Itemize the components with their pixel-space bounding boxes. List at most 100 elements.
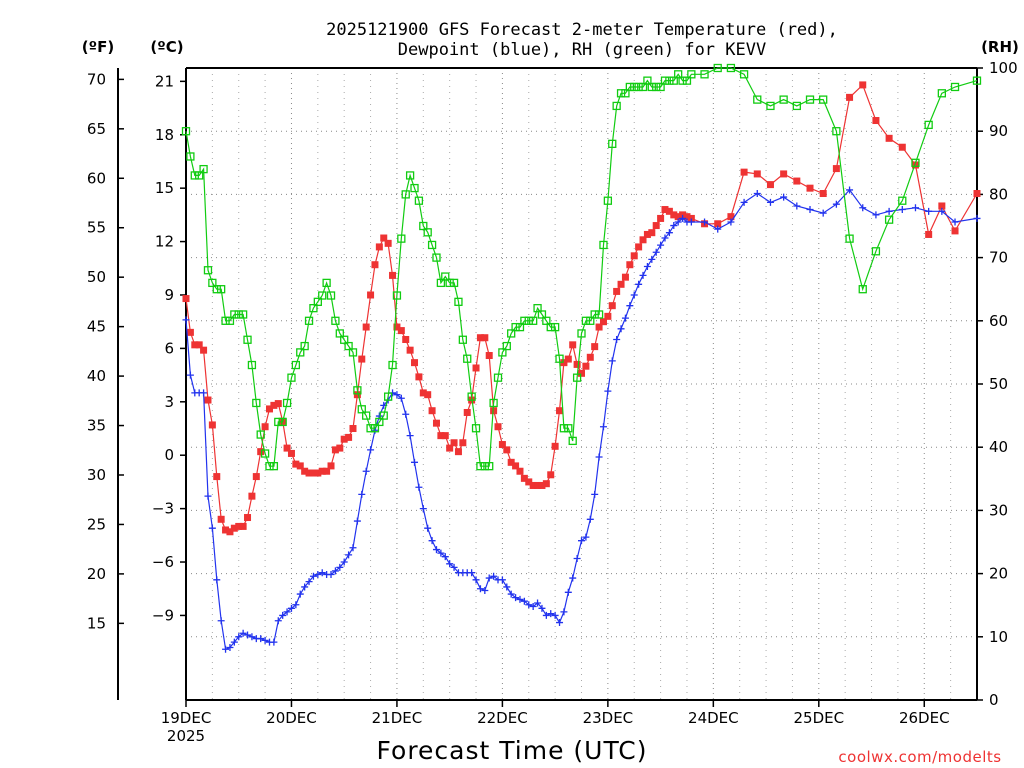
celsius-tick-label: 21 (155, 72, 174, 90)
rh-point (739, 70, 749, 79)
rh-point (682, 76, 692, 85)
temperature-point (613, 287, 621, 295)
dewpoint-point (529, 603, 537, 611)
celsius-tick-label: −6 (152, 553, 174, 571)
rh-point (186, 152, 195, 161)
fahrenheit-tick-label: 30 (87, 466, 106, 484)
temperature-point (287, 449, 295, 457)
temperature-point (512, 462, 520, 470)
temperature-point (314, 469, 322, 477)
rh-point (511, 322, 520, 332)
temperature-point (446, 444, 454, 452)
dewpoint-point (353, 517, 361, 525)
temperature-point (595, 323, 603, 331)
rh-point (383, 392, 393, 401)
dewpoint-point (468, 569, 476, 577)
dewpoint-point (424, 524, 432, 532)
dewpoint-line (185, 188, 978, 651)
temperature-point (639, 236, 647, 244)
rh-point (199, 164, 208, 174)
rh-point (212, 285, 221, 294)
x-tick-label: 21DEC (372, 709, 423, 727)
dewpoint-point (503, 583, 511, 591)
temperature-point (393, 323, 401, 331)
x-tick-label: 22DEC (477, 709, 528, 727)
temperature-point (380, 234, 388, 242)
dewpoint-point (441, 553, 449, 561)
dewpoint-point (608, 357, 616, 365)
temperature-point (345, 433, 353, 441)
rh-tick-label: 80 (989, 185, 1008, 203)
temperature-point (283, 444, 291, 452)
temperature-point (411, 359, 419, 367)
rh-point (845, 234, 854, 243)
rh-point (568, 436, 577, 446)
rh-series (181, 63, 982, 471)
temperature-point (661, 206, 669, 214)
rh-point (414, 196, 424, 205)
dewpoint-point (547, 610, 555, 618)
rh-point (287, 373, 296, 382)
temperature-point (296, 462, 304, 470)
x-tick-sublabel: 2025 (167, 727, 205, 745)
rh-point (217, 285, 226, 294)
dewpoint-point (230, 638, 238, 646)
dewpoint-point (283, 608, 291, 616)
x-axis-label: Forecast Time (UTC) (377, 736, 648, 765)
fahrenheit-tick-label: 25 (87, 515, 106, 533)
rh-tick-label: 50 (989, 375, 1008, 393)
rh-point (524, 316, 533, 325)
rh-point (278, 417, 287, 427)
dewpoint-point (872, 211, 880, 219)
rh-point (313, 297, 322, 306)
dewpoint-point (542, 611, 550, 619)
temperature-point (292, 460, 300, 468)
dewpoint-point (362, 467, 370, 475)
dewpoint-point (301, 583, 309, 591)
rh-point (634, 82, 643, 92)
rh-point (643, 76, 652, 85)
rh-point (291, 360, 301, 370)
rh-point (405, 171, 415, 180)
rh-point (362, 411, 371, 420)
rh-point (630, 82, 639, 92)
dewpoint-point (248, 633, 256, 641)
fahrenheit-tick-label: 55 (87, 219, 106, 237)
temperature-point (846, 93, 854, 101)
rh-point (489, 398, 498, 408)
rh-point (674, 70, 683, 79)
rh-point (410, 183, 419, 193)
rh-tick-label: 20 (989, 565, 1008, 583)
rh-tick-label: 90 (989, 122, 1008, 140)
dewpoint-point (415, 483, 423, 491)
temperature-point (516, 467, 524, 475)
dewpoint-point (512, 594, 520, 602)
temperature-point (331, 446, 339, 454)
chart-title-line-1: 2025121900 GFS Forecast 2-meter Temperat… (326, 20, 838, 40)
rh-point (546, 322, 555, 332)
dewpoint-point (859, 204, 867, 212)
rh-point (463, 354, 472, 363)
temperature-point (432, 419, 440, 427)
temperature-point (578, 369, 585, 377)
dewpoint-point (613, 335, 621, 343)
dewpoint-point (257, 635, 265, 643)
celsius-tick-label: 9 (164, 286, 174, 304)
temperature-point (406, 346, 414, 354)
fahrenheit-unit-label: (ºF) (82, 38, 114, 56)
rh-point (638, 82, 648, 92)
rh-point (432, 253, 441, 262)
dewpoint-point (701, 218, 709, 226)
dewpoint-series (182, 186, 981, 653)
dewpoint-point (327, 570, 335, 578)
dewpoint-point (222, 645, 230, 653)
temperature-point (226, 528, 234, 536)
rh-point (652, 82, 661, 92)
temperature-point (898, 143, 906, 151)
dewpoint-point (446, 560, 454, 568)
dewpoint-point (406, 432, 414, 440)
celsius-tick-label: 6 (164, 339, 174, 357)
temperature-point (973, 190, 981, 198)
dewpoint-point (665, 229, 673, 237)
temperature-point (652, 222, 660, 230)
